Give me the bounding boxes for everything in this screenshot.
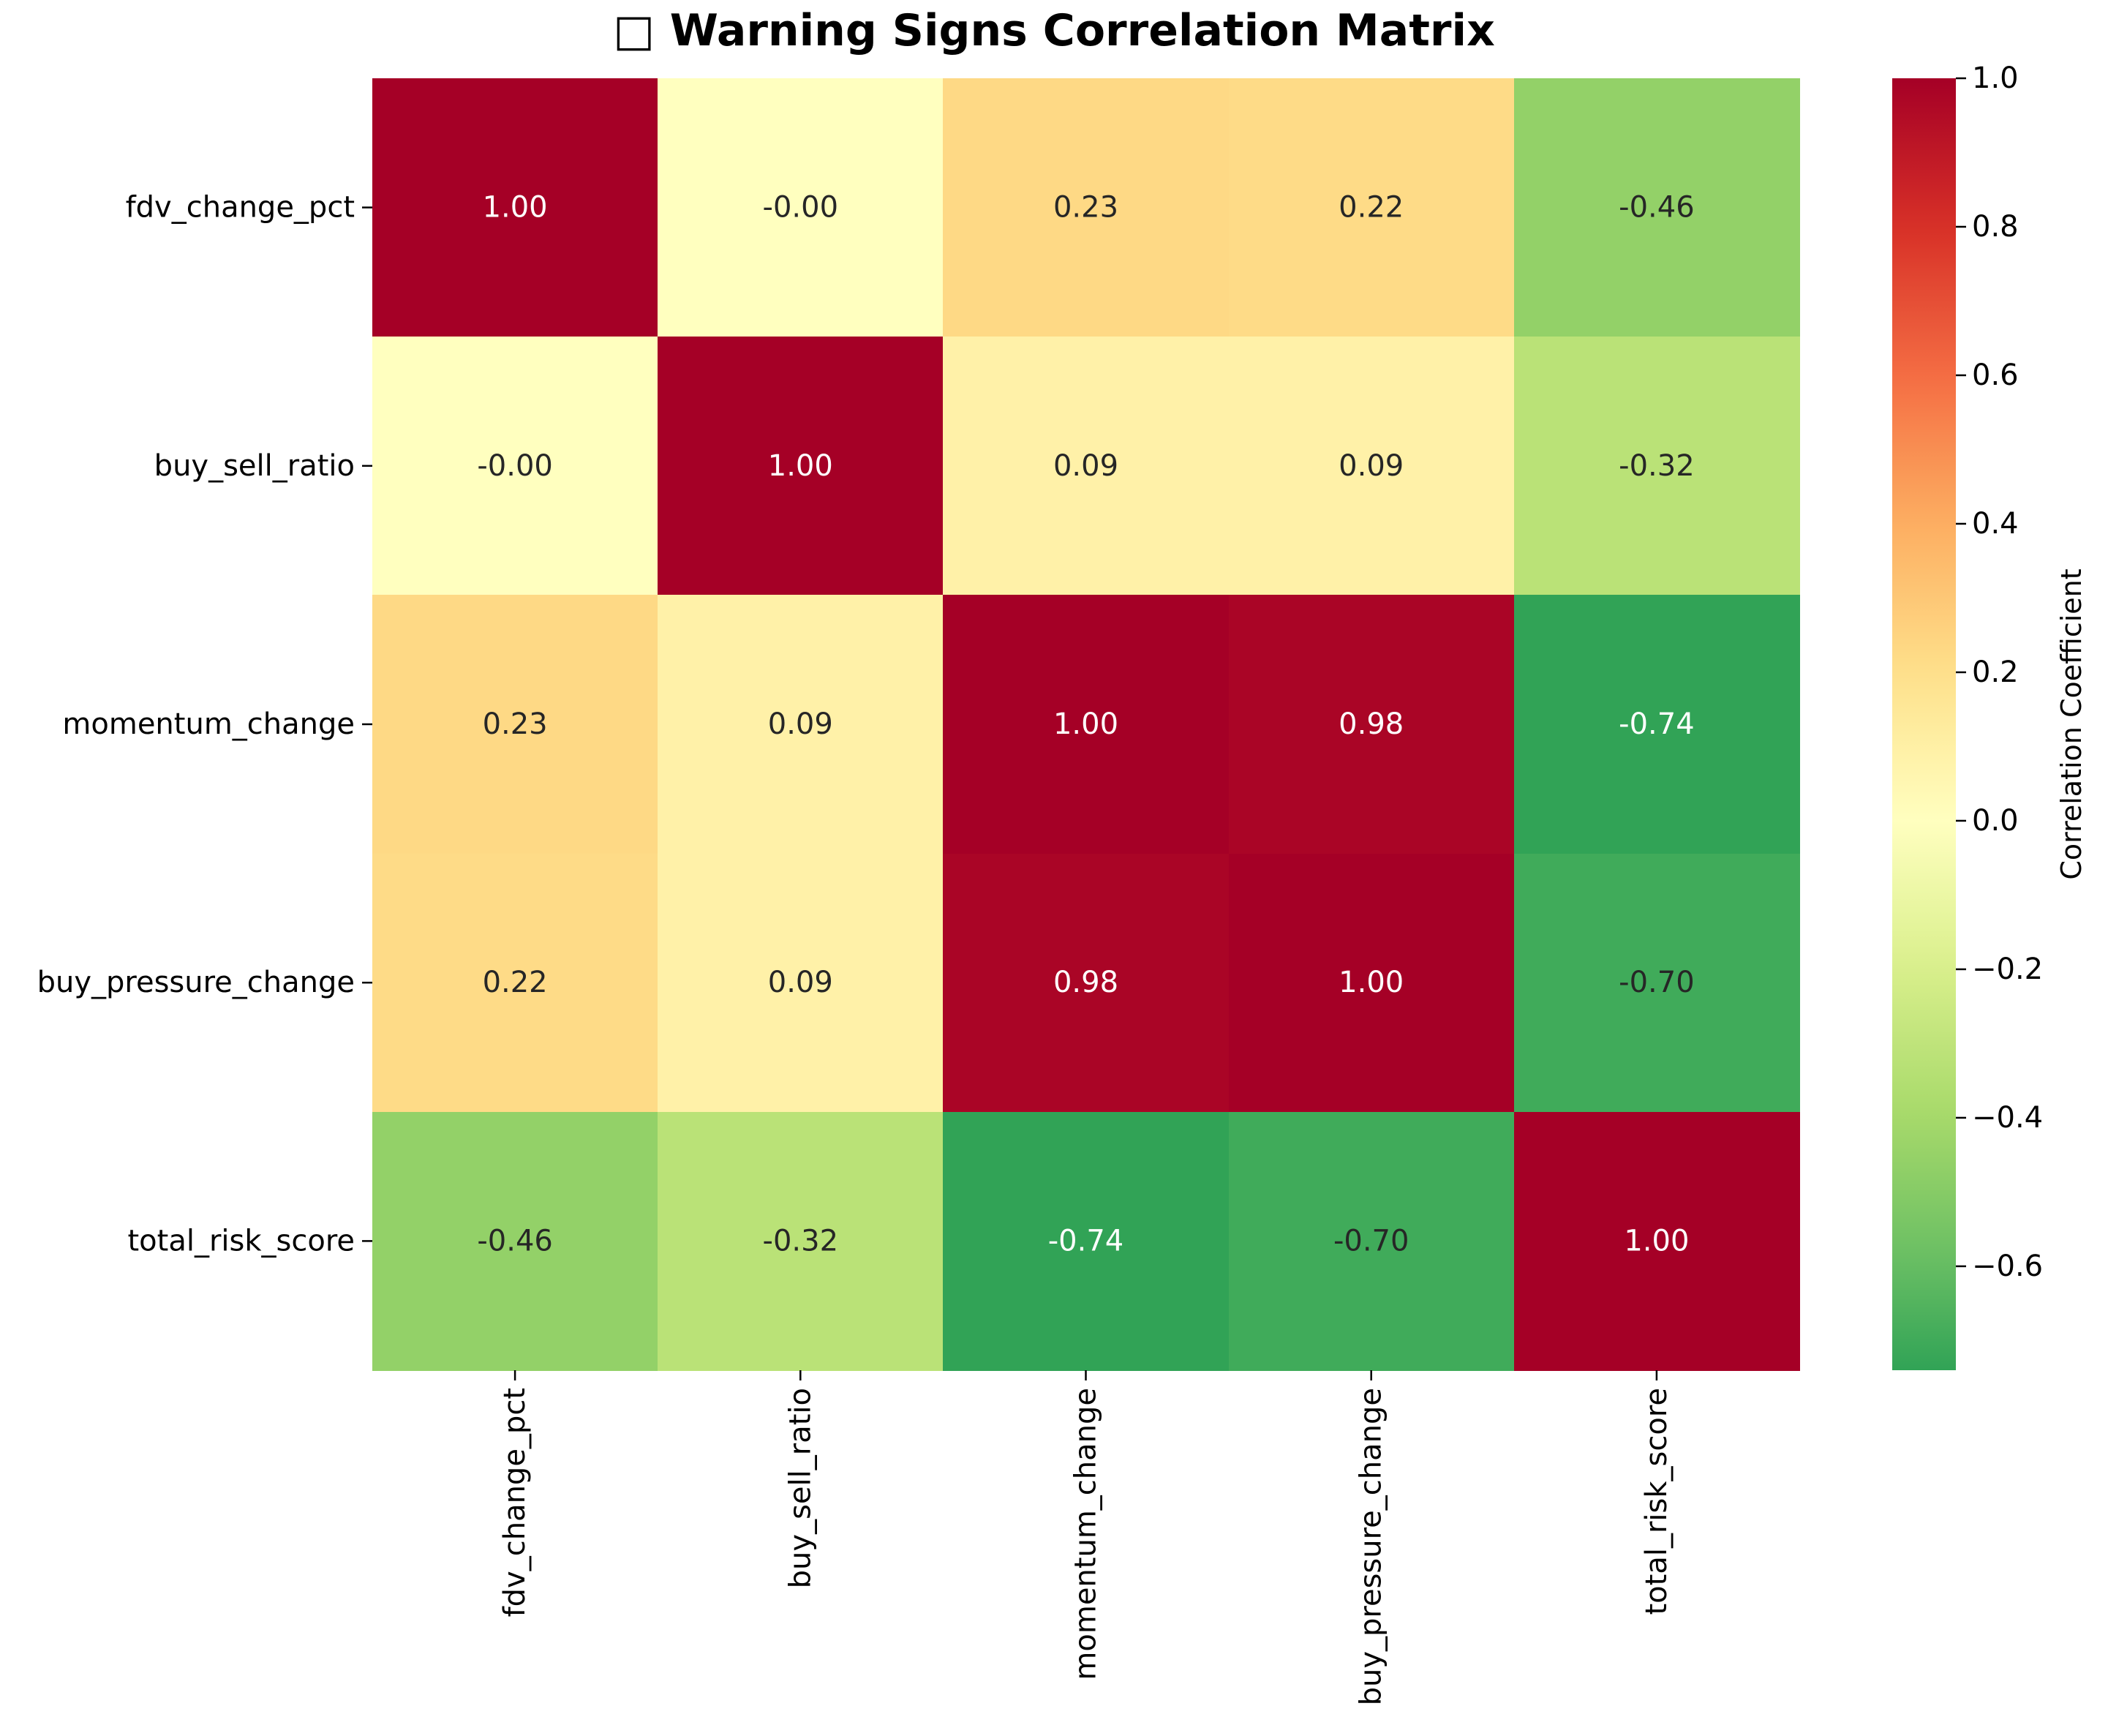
x-tick-label: total_risk_score	[1640, 1388, 1674, 1615]
chart-title: □ Warning Signs Correlation Matrix	[613, 5, 1495, 56]
y-tick-label: momentum_change	[62, 707, 355, 741]
cell-value-label: 1.00	[1053, 707, 1118, 741]
cell-value-label: 0.98	[1053, 966, 1118, 999]
colorbar-tick-label: 0.6	[1972, 358, 2019, 392]
heatmap-cell	[1229, 78, 1515, 337]
heatmap-cell	[372, 1112, 658, 1371]
heatmap-cell	[1229, 854, 1515, 1113]
heatmap-cell	[1514, 1112, 1800, 1371]
cell-value-label: 1.00	[768, 449, 833, 483]
colorbar-ticks: 1.0 0.8 0.6 0.4 0.2 0.0 −0.2 −0.4 −0.6	[1956, 61, 2043, 1283]
cell-value-label: -0.46	[1619, 191, 1695, 225]
heatmap-cell	[372, 337, 658, 595]
cell-value-label: -0.74	[1619, 707, 1695, 741]
x-tick-label: fdv_change_pct	[498, 1388, 532, 1617]
x-tick-label: buy_sell_ratio	[783, 1388, 817, 1588]
heatmap-cell	[943, 337, 1230, 595]
heatmap-cell	[1229, 595, 1515, 854]
cell-value-label: 0.09	[1339, 449, 1404, 483]
cell-value-label: 0.23	[1053, 191, 1118, 225]
colorbar-tick-label: 0.0	[1972, 804, 2019, 838]
heatmap-cells	[372, 78, 1800, 1371]
colorbar-tick-label: −0.4	[1972, 1101, 2043, 1135]
heatmap-cell	[1229, 337, 1515, 595]
cell-value-label: 0.22	[1339, 191, 1404, 225]
colorbar: 1.0 0.8 0.6 0.4 0.2 0.0 −0.2 −0.4 −0.6 Correlati…	[1892, 61, 2088, 1370]
cell-value-label: 1.00	[1624, 1224, 1689, 1258]
cell-value-label: -0.32	[763, 1224, 839, 1258]
y-tick-label: buy_sell_ratio	[154, 449, 355, 483]
cell-value-label: -0.46	[477, 1224, 553, 1258]
cell-value-label: 0.98	[1339, 707, 1404, 741]
x-tick-label: buy_pressure_change	[1355, 1388, 1388, 1705]
cell-value-label: 1.00	[1339, 966, 1404, 999]
cell-value-label: -0.00	[477, 449, 553, 483]
heatmap-cell	[943, 1112, 1230, 1371]
heatmap-cell	[658, 78, 944, 337]
y-tick-label: buy_pressure_change	[37, 966, 355, 999]
cell-value-label: -0.70	[1333, 1224, 1409, 1258]
colorbar-tick-label: 0.2	[1972, 655, 2019, 689]
cell-value-label: -0.00	[763, 191, 839, 225]
cell-value-label: -0.74	[1048, 1224, 1124, 1258]
colorbar-tick-label: 1.0	[1972, 61, 2019, 95]
heatmap-cell	[658, 854, 944, 1113]
cell-value-label: -0.70	[1619, 966, 1695, 999]
heatmap-cell	[1514, 78, 1800, 337]
cell-value-label: 0.09	[1053, 449, 1118, 483]
heatmap-cell	[1514, 337, 1800, 595]
cell-value-label: 1.00	[483, 191, 548, 225]
x-axis: fdv_change_pct buy_sell_ratio momentum_cha…	[498, 1370, 1674, 1705]
heatmap-annotations: 1.00 -0.00 0.23 0.22 -0.46 -0.00 1.00 0.09 0.09 -…	[477, 191, 1694, 1258]
y-axis: fdv_change_pct buy_sell_ratio momentum_cha…	[37, 191, 372, 1258]
heatmap-cell	[943, 595, 1230, 854]
colorbar-label: Correlation Coefficient	[2055, 568, 2088, 879]
colorbar-tick-label: 0.4	[1972, 507, 2019, 541]
colorbar-gradient	[1892, 78, 1956, 1370]
heatmap-cell	[943, 78, 1230, 337]
cell-value-label: 0.09	[768, 707, 833, 741]
heatmap-cell	[372, 78, 658, 337]
heatmap-cell	[372, 595, 658, 854]
heatmap-cell	[1229, 1112, 1515, 1371]
y-tick-label: fdv_change_pct	[126, 191, 355, 225]
cell-value-label: -0.32	[1619, 449, 1695, 483]
heatmap-cell	[1514, 595, 1800, 854]
heatmap-cell	[658, 595, 944, 854]
cell-value-label: 0.22	[483, 966, 548, 999]
y-tick-label: total_risk_score	[127, 1224, 355, 1258]
heatmap-cell	[658, 1112, 944, 1371]
heatmap-cell	[658, 337, 944, 595]
colorbar-tick-label: −0.6	[1972, 1250, 2043, 1283]
colorbar-tick-label: 0.8	[1972, 210, 2019, 244]
heatmap-cell	[372, 854, 658, 1113]
cell-value-label: 0.23	[483, 707, 548, 741]
cell-value-label: 0.09	[768, 966, 833, 999]
heatmap-cell	[943, 854, 1230, 1113]
heatmap-cell	[1514, 854, 1800, 1113]
x-tick-label: momentum_change	[1069, 1388, 1103, 1680]
colorbar-tick-label: −0.2	[1972, 952, 2043, 986]
